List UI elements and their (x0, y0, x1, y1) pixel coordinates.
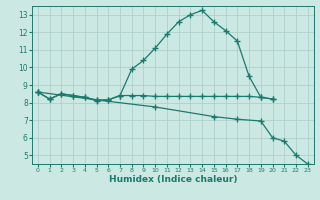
X-axis label: Humidex (Indice chaleur): Humidex (Indice chaleur) (108, 175, 237, 184)
